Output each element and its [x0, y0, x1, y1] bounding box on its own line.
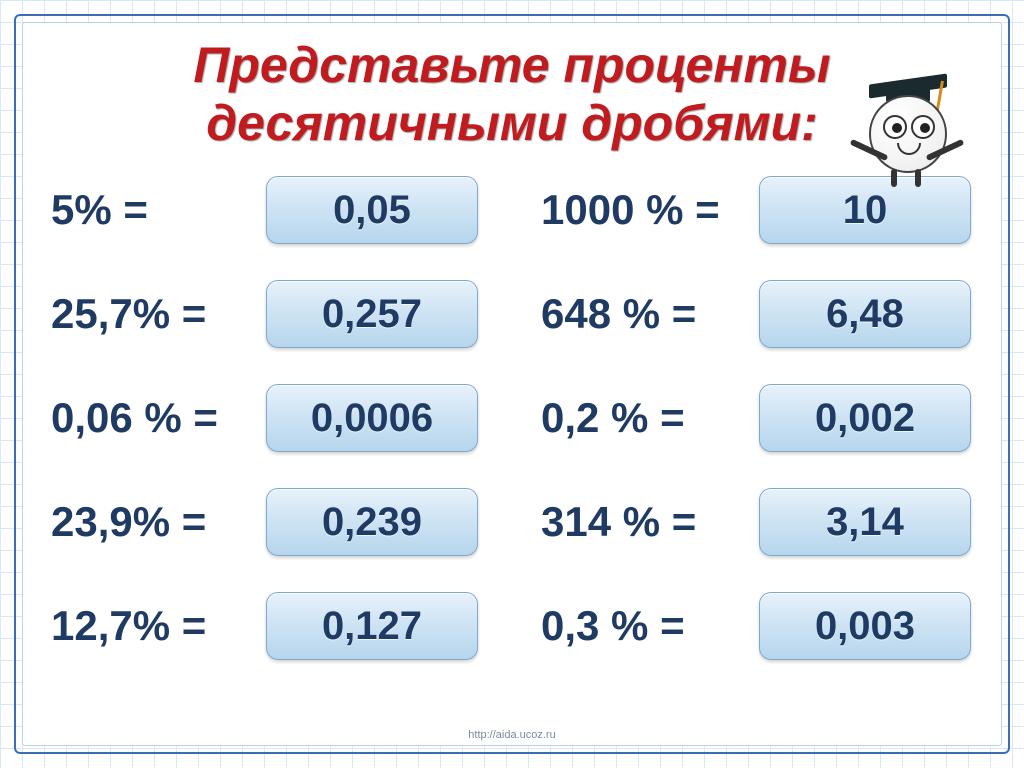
- percent-label: 25,7% =: [51, 290, 266, 338]
- answer-pill[interactable]: 0,127: [266, 592, 478, 660]
- mascot-graduate-icon: [859, 59, 959, 179]
- answer-pill[interactable]: 0,257: [266, 280, 478, 348]
- answer-pill[interactable]: 3,14: [759, 488, 971, 556]
- percent-label: 648 % =: [541, 290, 759, 338]
- content-panel: Представьте проценты десятичными дробями…: [22, 22, 1002, 746]
- answer-pill[interactable]: 10: [759, 176, 971, 244]
- title-block: Представьте проценты десятичными дробями…: [51, 37, 973, 152]
- table-row: 23,9% = 0,239 314 % = 3,14: [51, 488, 973, 556]
- percent-label: 314 % =: [541, 498, 759, 546]
- title-line-1: Представьте проценты: [51, 37, 973, 95]
- answer-pill[interactable]: 0,0006: [266, 384, 478, 452]
- answer-pill[interactable]: 6,48: [759, 280, 971, 348]
- answer-pill[interactable]: 0,05: [266, 176, 478, 244]
- table-row: 5% = 0,05 1000 % = 10: [51, 176, 973, 244]
- table-row: 12,7% = 0,127 0,3 % = 0,003: [51, 592, 973, 660]
- slide-border: Представьте проценты десятичными дробями…: [14, 14, 1010, 754]
- answer-pill[interactable]: 0,239: [266, 488, 478, 556]
- percent-label: 0,3 % =: [541, 602, 759, 650]
- percent-label: 1000 % =: [541, 186, 759, 234]
- footer-source-link: http://aida.ucoz.ru: [468, 729, 555, 741]
- table-row: 25,7% = 0,257 648 % = 6,48: [51, 280, 973, 348]
- percent-label: 23,9% =: [51, 498, 266, 546]
- answer-pill[interactable]: 0,003: [759, 592, 971, 660]
- percent-label: 0,06 % =: [51, 394, 266, 442]
- percent-label: 5% =: [51, 186, 266, 234]
- percent-label: 12,7% =: [51, 602, 266, 650]
- percent-label: 0,2 % =: [541, 394, 759, 442]
- answer-pill[interactable]: 0,002: [759, 384, 971, 452]
- title-line-2: десятичными дробями:: [51, 95, 973, 153]
- conversion-rows: 5% = 0,05 1000 % = 10 25,7% = 0,257 648 …: [51, 176, 973, 660]
- slide-frame: Представьте проценты десятичными дробями…: [0, 0, 1024, 768]
- table-row: 0,06 % = 0,0006 0,2 % = 0,002: [51, 384, 973, 452]
